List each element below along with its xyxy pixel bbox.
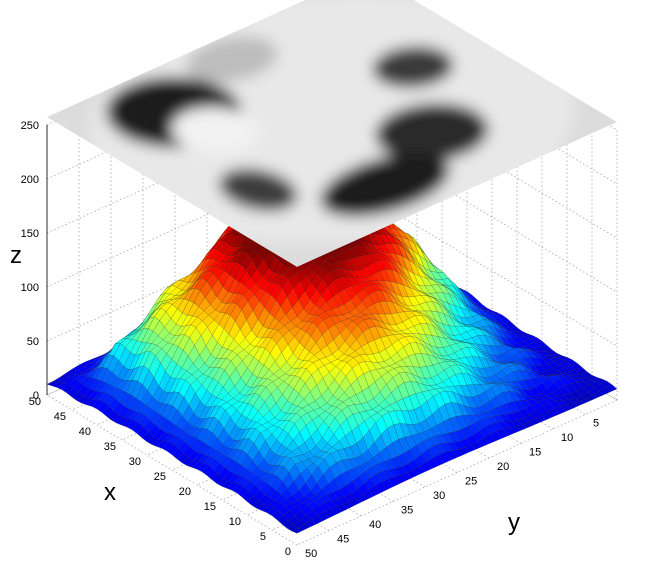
y-tick-label: 20 <box>497 461 509 473</box>
y-tick-label: 50 <box>305 548 317 560</box>
texture-plane <box>47 0 617 267</box>
y-tick-label: 5 <box>593 418 599 430</box>
x-tick-label: 35 <box>104 441 116 453</box>
face-image <box>47 0 617 267</box>
face-highlight <box>171 107 259 154</box>
face-dark-region <box>218 168 298 212</box>
x-tick-label: 15 <box>204 501 216 513</box>
face-features <box>90 0 574 245</box>
y-tick-label: 25 <box>465 476 477 488</box>
y-tick-label: 40 <box>369 519 381 531</box>
y-axis-label: y <box>508 509 520 536</box>
surface-patch <box>291 527 304 534</box>
y-tick-label: 15 <box>529 447 541 459</box>
face-dark-region <box>320 153 450 217</box>
x-tick-label: 5 <box>260 531 266 543</box>
face-dark-region <box>372 46 454 88</box>
z-tick-label: 100 <box>21 282 39 294</box>
x-tick-label: 20 <box>179 486 191 498</box>
z-tick-label: 250 <box>21 120 39 132</box>
ticks-layer: 0501001502002500510152025303540455051015… <box>21 120 599 560</box>
grid-line <box>366 195 618 347</box>
y-tick-label: 10 <box>561 432 573 444</box>
z-axis-label: z <box>10 242 22 269</box>
x-tick-label: 40 <box>79 426 91 438</box>
z-tick-label: 150 <box>21 228 39 240</box>
z-tick-label: 50 <box>27 336 39 348</box>
x-tick-label: 45 <box>54 411 66 423</box>
grid-line <box>46 394 298 546</box>
y-tick-label: 30 <box>433 490 445 502</box>
x-tick-label: 50 <box>29 396 41 408</box>
face-dark-region <box>375 103 489 162</box>
x-axis-label: x <box>104 479 116 506</box>
face-shade <box>186 36 278 83</box>
y-tick-label: 35 <box>401 505 413 517</box>
x-tick-label: 0 <box>285 546 291 558</box>
x-tick-label: 10 <box>229 516 241 528</box>
x-tick-label: 30 <box>129 456 141 468</box>
z-tick-label: 0 <box>33 390 39 402</box>
grid-line <box>296 399 618 546</box>
y-tick-label: 45 <box>337 534 349 546</box>
z-tick-label: 200 <box>21 174 39 186</box>
x-tick-label: 25 <box>154 471 166 483</box>
